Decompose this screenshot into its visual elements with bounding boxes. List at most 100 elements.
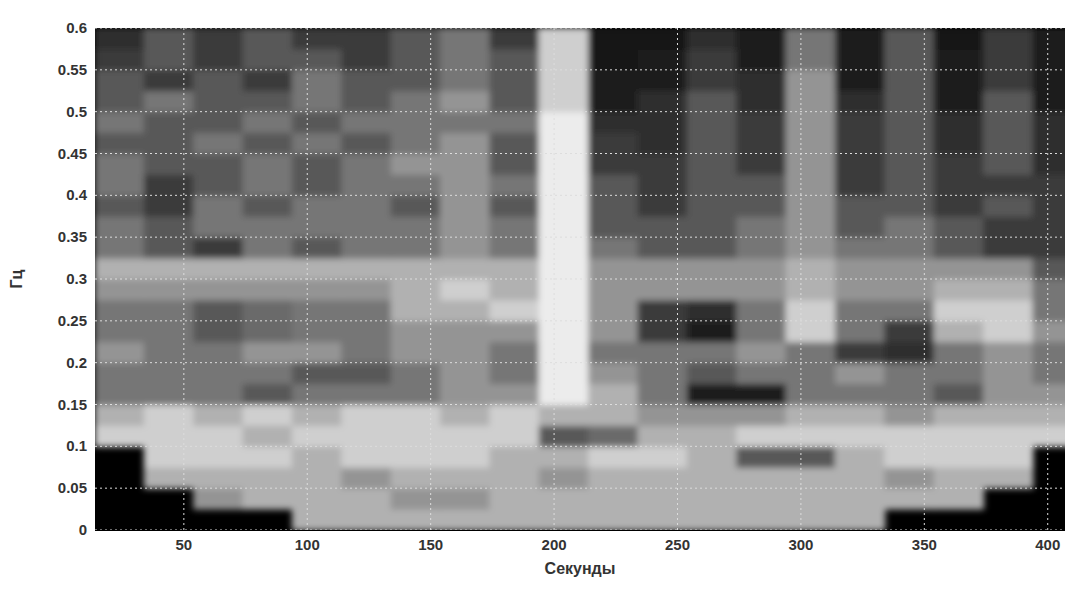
heatmap-cell [786,383,836,405]
heatmap-cell [292,467,342,489]
heatmap-cell [786,467,836,489]
heatmap-cell [489,48,539,70]
heatmap-cell [687,69,737,91]
heatmap-cell [144,320,194,342]
heatmap-cell [638,153,688,175]
heatmap-cell [243,404,293,426]
tick-labels: 5010015020025030035040000.050.10.150.20.… [58,19,1060,553]
heatmap-cell [489,28,539,49]
heatmap-cell [391,153,441,175]
heatmap-cell [736,28,786,49]
heatmap-cell [341,299,391,321]
heatmap-cell [638,174,688,196]
heatmap-cell [736,111,786,133]
heatmap-cell [786,509,836,530]
heatmap-cell [391,279,441,301]
heatmap-cell [95,237,145,259]
heatmap-cell [687,320,737,342]
heatmap-cell [539,174,589,196]
heatmap-cell [1032,216,1065,238]
heatmap-cell [835,488,885,510]
heatmap-cell [391,237,441,259]
heatmap-cell [341,69,391,91]
heatmap-cell [341,467,391,489]
heatmap-cell [884,90,934,112]
heatmap-cell [786,279,836,301]
heatmap-cell [292,132,342,154]
heatmap-cell [391,362,441,384]
heatmap-cell [243,111,293,133]
heatmap-cell [1032,174,1065,196]
heatmap-cell [786,320,836,342]
heatmap-cell [391,467,441,489]
heatmap-cell [638,362,688,384]
heatmap-cell [391,90,441,112]
heatmap-cell [292,48,342,70]
heatmap-cell [95,69,145,91]
heatmap-cell [292,299,342,321]
heatmap-cell [243,425,293,447]
heatmap-cell [934,195,984,217]
heatmap-cell [539,383,589,405]
heatmap-cell [539,509,589,530]
heatmap-cell [835,237,885,259]
heatmap-cell [736,195,786,217]
heatmap-cell [341,509,391,530]
heatmap-cell [440,488,490,510]
grid [95,28,1065,530]
y-tick-label: 0.55 [58,61,87,78]
heatmap-cell [638,111,688,133]
chart: 5010015020025030035040000.050.10.150.20.… [0,0,1074,599]
heatmap-cell [341,48,391,70]
x-tick-label: 250 [665,536,690,553]
heatmap-cell [95,132,145,154]
heatmap-cell [934,111,984,133]
heatmap-cell [588,425,638,447]
heatmap-cell [687,111,737,133]
heatmap-cell [341,279,391,301]
heatmap-cell [243,174,293,196]
grid-line-y [95,320,1065,321]
heatmap-cell [1032,383,1065,405]
heatmap-cell [292,90,342,112]
heatmap-cell [983,216,1033,238]
heatmap-cell [983,28,1033,49]
heatmap-cell [292,341,342,363]
plot-background [95,28,1065,530]
heatmap-cell [243,341,293,363]
heatmap-cell [983,153,1033,175]
heatmap-cell [736,446,786,468]
heatmap-cell [1032,195,1065,217]
heatmap-cell [193,362,243,384]
heatmap-cell [1032,362,1065,384]
heatmap-cell [736,216,786,238]
heatmap-cell [341,258,391,280]
heatmap-cell [934,425,984,447]
heatmap-cell [588,446,638,468]
heatmap-cell [687,425,737,447]
heatmap-cell [292,153,342,175]
heatmap-cell [934,362,984,384]
heatmap-cell [687,48,737,70]
heatmap-cell [144,174,194,196]
heatmap-cell [786,69,836,91]
heatmap-cell [144,111,194,133]
heatmap-cell [884,446,934,468]
y-tick-label: 0.15 [58,396,87,413]
grid-line-x [554,28,555,530]
heatmap-cell [440,69,490,91]
heatmap-cell [983,69,1033,91]
heatmap-cell [391,132,441,154]
heatmap-cell [884,174,934,196]
heatmap-cell [144,69,194,91]
heatmap-cell [588,488,638,510]
heatmap-cell [440,90,490,112]
heatmap-cell [638,446,688,468]
heatmap-cell [243,28,293,49]
heatmap-cell [884,383,934,405]
heatmap-cell [736,48,786,70]
heatmap-cell [638,425,688,447]
heatmap-cell [934,383,984,405]
heatmap-cell [292,320,342,342]
heatmap-cell [144,258,194,280]
